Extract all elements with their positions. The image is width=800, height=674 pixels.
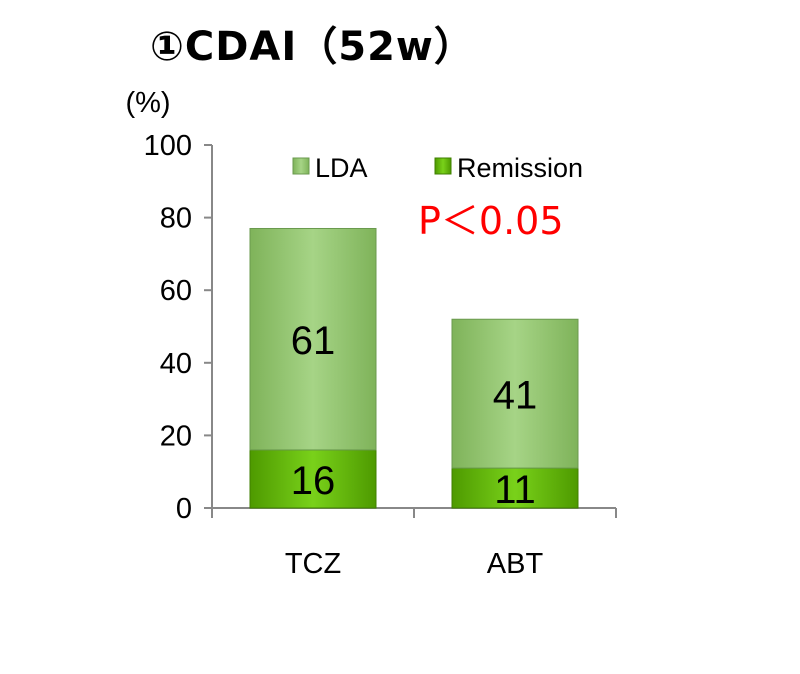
bars (249, 227, 579, 509)
data-label: 41 (493, 374, 538, 418)
x-category-label: ABT (487, 548, 544, 580)
legend-swatch-lda (292, 157, 310, 175)
y-tick-label: 0 (176, 493, 192, 525)
data-label: 11 (494, 468, 536, 512)
annotations: P＜0.05 (418, 199, 564, 243)
data-label: 16 (291, 459, 336, 503)
y-tick-label: 40 (160, 348, 192, 380)
y-tick-label: 60 (160, 275, 192, 307)
legend: LDA Remission (292, 153, 583, 183)
bar-remission-abt (451, 467, 579, 509)
legend-label-lda: LDA (315, 153, 368, 183)
chart-title: ①CDAI（52w） (150, 24, 475, 70)
y-unit-label: (%) (125, 87, 170, 119)
bar-lda-abt (451, 318, 579, 469)
bar-lda-tcz (249, 227, 377, 451)
y-tick-label: 20 (160, 420, 192, 452)
bar-remission-tcz (249, 449, 377, 509)
p-value-annotation: P＜0.05 (418, 199, 564, 243)
axes: 0 20 40 60 80 100 TCZ ABT (%) (125, 87, 617, 580)
legend-swatch-remission (434, 157, 452, 175)
y-tick-label: 100 (144, 130, 192, 162)
data-labels: 16 61 11 41 (291, 319, 538, 512)
legend-label-remission: Remission (457, 153, 583, 183)
y-tick-label: 80 (160, 203, 192, 235)
x-category-label: TCZ (285, 548, 341, 580)
data-label: 61 (291, 319, 336, 363)
